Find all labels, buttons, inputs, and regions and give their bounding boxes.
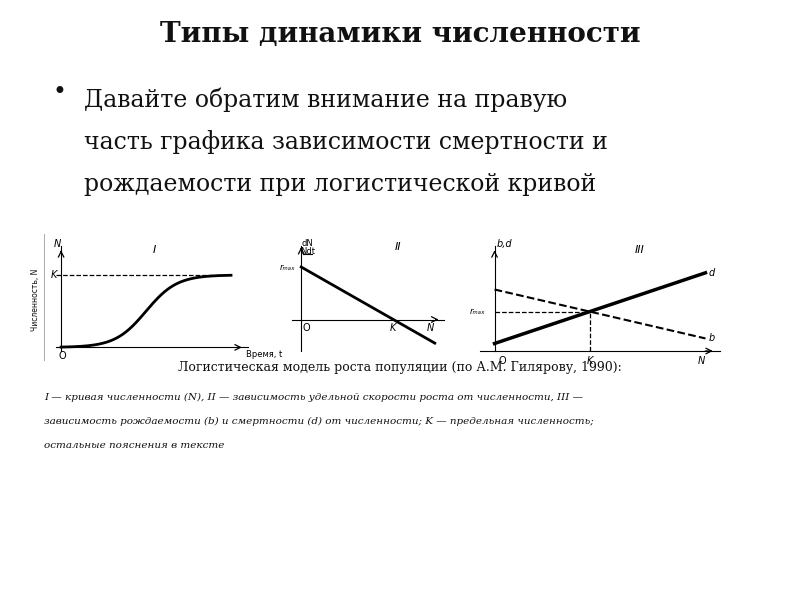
- Text: II: II: [394, 242, 401, 252]
- Text: O: O: [302, 323, 310, 333]
- Text: I: I: [153, 245, 156, 254]
- Text: Логистическая модель роста популяции (по А.М. Гилярову, 1990):: Логистическая модель роста популяции (по…: [178, 361, 622, 374]
- Text: K: K: [390, 323, 397, 333]
- Text: O: O: [498, 355, 506, 365]
- Text: O: O: [59, 351, 66, 361]
- Text: dN: dN: [302, 239, 314, 248]
- Text: N: N: [426, 323, 434, 333]
- Text: III: III: [635, 245, 645, 255]
- Text: остальные пояснения в тексте: остальные пояснения в тексте: [44, 441, 224, 450]
- Text: d: d: [708, 268, 714, 278]
- Text: b,d: b,d: [497, 239, 513, 249]
- Text: N: N: [54, 239, 62, 249]
- Text: Численность, N: Численность, N: [31, 269, 40, 331]
- Text: часть графика зависимости смертности и: часть графика зависимости смертности и: [84, 130, 608, 154]
- Text: rₘₐₓ: rₘₐₓ: [280, 263, 296, 271]
- Text: rₘₐₓ: rₘₐₓ: [470, 307, 486, 316]
- Text: Ndt: Ndt: [300, 247, 315, 257]
- Text: b: b: [708, 334, 714, 343]
- Text: I — кривая численности (N), II — зависимость удельной скорости роста от численно: I — кривая численности (N), II — зависим…: [44, 393, 583, 402]
- Text: Типы динамики численности: Типы динамики численности: [160, 21, 640, 48]
- Text: K: K: [586, 355, 593, 365]
- Text: рождаемости при логистической кривой: рождаемости при логистической кривой: [84, 173, 596, 196]
- Text: K: K: [50, 270, 57, 280]
- Text: N: N: [698, 355, 705, 365]
- Text: •: •: [52, 81, 66, 104]
- Text: Давайте обратим внимание на правую: Давайте обратим внимание на правую: [84, 87, 567, 112]
- Text: Время, t: Время, t: [246, 350, 282, 359]
- Text: зависимость рождаемости (b) и смертности (d) от численности; K — предельная числ: зависимость рождаемости (b) и смертности…: [44, 417, 594, 426]
